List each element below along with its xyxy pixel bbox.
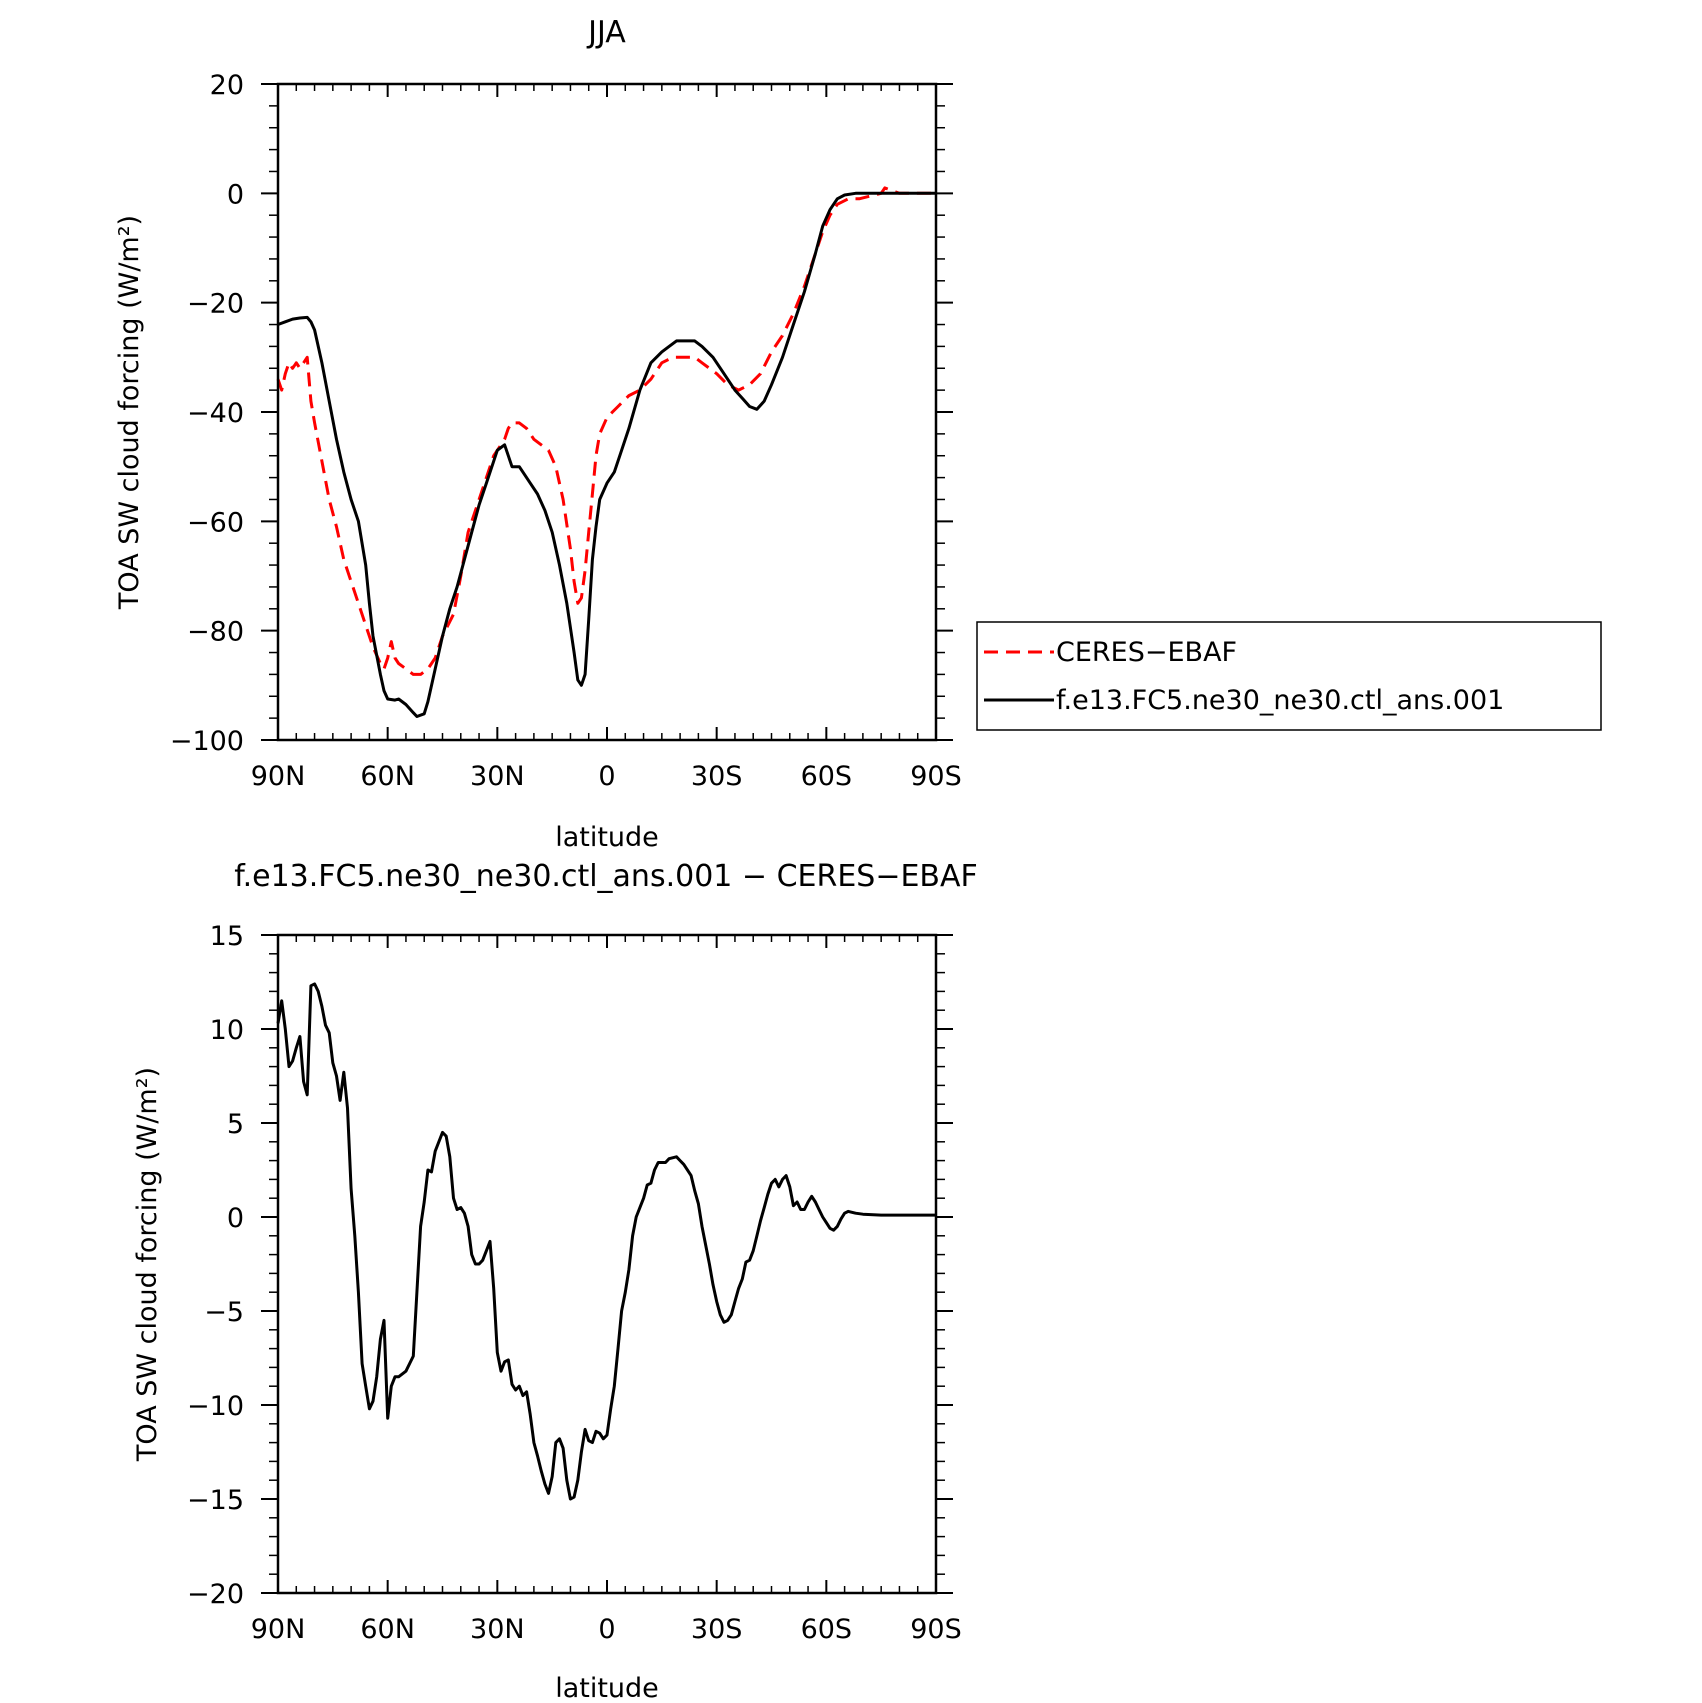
top-x-axis-title: latitude xyxy=(555,822,659,853)
bottom-x-tick-label-2: 30N xyxy=(470,1614,525,1645)
bottom-y-tick-label-0: 15 xyxy=(210,921,244,952)
bottom-x-tick-label-4: 30S xyxy=(691,1614,743,1645)
top-x-tick-label-3: 0 xyxy=(598,761,615,792)
top-series-line-1 xyxy=(277,191,936,718)
bottom-y-tick-label-4: −5 xyxy=(204,1297,244,1328)
bottom-ticks-layer: 90N 60N 30N 0 30S 60S 90S 15 10 5 0 −5 −10 −15 −20 xyxy=(187,921,962,1645)
top-y-tick-label-5: −80 xyxy=(187,617,244,648)
top-y-tick-label-1: 0 xyxy=(227,179,244,210)
bottom-x-tick-label-0: 90N xyxy=(251,1614,306,1645)
top-y-tick-label-6: −100 xyxy=(170,726,244,757)
bottom-y-tick-label-6: −15 xyxy=(187,1485,244,1516)
legend-box xyxy=(976,621,1602,731)
top-y-tick-label-4: −60 xyxy=(187,507,244,538)
bottom-y-tick-label-2: 5 xyxy=(227,1109,244,1140)
bottom-x-tick-label-3: 0 xyxy=(598,1614,615,1645)
top-series-line-0 xyxy=(276,186,936,676)
top-plot-title: JJA xyxy=(586,15,626,50)
top-x-tick-label-2: 30N xyxy=(470,761,525,792)
legend-label-ceres: CERES−EBAF xyxy=(1056,637,1237,668)
bottom-panel: f.e13.FC5.ne30_ne30.ctl_ans.001 − CERES−… xyxy=(132,859,978,1703)
bottom-x-tick-label-6: 90S xyxy=(910,1614,962,1645)
top-y-tick-label-0: 20 xyxy=(210,70,244,101)
bottom-plot-frame xyxy=(276,933,938,1595)
bottom-y-tick-label-1: 10 xyxy=(210,1015,244,1046)
legend: CERES−EBAF f.e13.FC5.ne30_ne30.ctl_ans.0… xyxy=(976,621,1602,731)
bottom-y-tick-label-5: −10 xyxy=(187,1391,244,1422)
bottom-x-axis-title: latitude xyxy=(555,1673,659,1703)
top-y-tick-label-2: −20 xyxy=(187,289,244,320)
bottom-x-tick-label-1: 60N xyxy=(360,1614,415,1645)
bottom-series-line-0 xyxy=(276,982,936,1501)
top-panel: JJA 90N 60N 30N 0 30S 60S 90S 20 0 −20 −40 −60 −80 −1… xyxy=(114,15,1602,853)
bottom-series-layer xyxy=(276,982,936,1501)
top-x-tick-label-5: 60S xyxy=(801,761,853,792)
top-series-layer xyxy=(276,186,936,718)
top-ticks-layer: 90N 60N 30N 0 30S 60S 90S 20 0 −20 −40 −60 −80 −100 xyxy=(170,70,962,792)
bottom-x-tick-label-5: 60S xyxy=(801,1614,853,1645)
top-x-tick-label-0: 90N xyxy=(251,761,306,792)
top-x-tick-label-6: 90S xyxy=(910,761,962,792)
top-x-tick-label-4: 30S xyxy=(691,761,743,792)
bottom-y-axis-title: TOA SW cloud forcing (W/m²) xyxy=(132,1067,163,1462)
legend-label-model: f.e13.FC5.ne30_ne30.ctl_ans.001 xyxy=(1056,685,1504,716)
top-y-tick-label-3: −40 xyxy=(187,398,244,429)
top-x-tick-label-1: 60N xyxy=(360,761,415,792)
bottom-y-tick-label-3: 0 xyxy=(227,1203,244,1234)
bottom-y-tick-label-7: −20 xyxy=(187,1579,244,1610)
bottom-plot-title: f.e13.FC5.ne30_ne30.ctl_ans.001 − CERES−… xyxy=(234,859,978,894)
top-plot-frame xyxy=(276,82,938,742)
top-y-axis-title: TOA SW cloud forcing (W/m²) xyxy=(114,215,145,610)
